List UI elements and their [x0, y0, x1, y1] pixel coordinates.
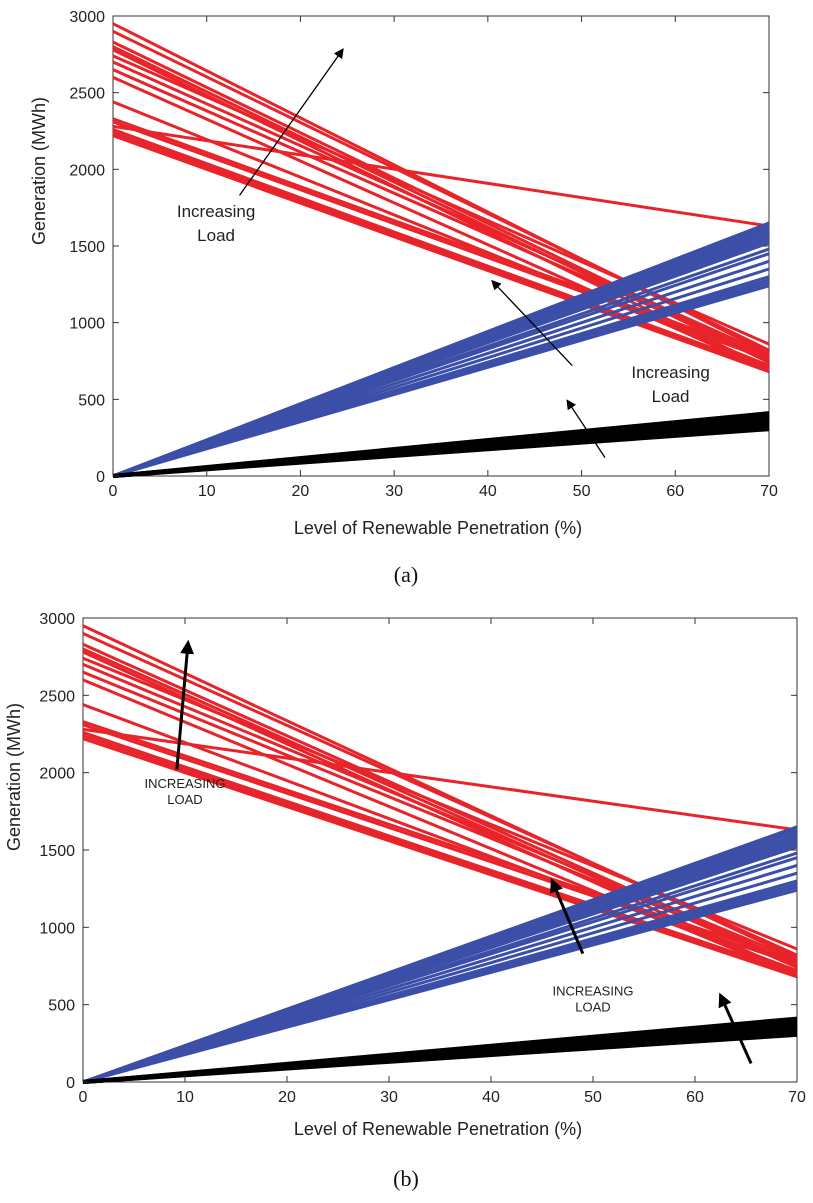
x-axis-label: Level of Renewable Penetration (%) — [294, 518, 582, 538]
annotation-text: Increasing — [177, 202, 255, 221]
red-line-12 — [112, 120, 770, 361]
series-black — [82, 1016, 798, 1084]
x-tick-label: 70 — [788, 1089, 806, 1106]
x-tick-label: 60 — [666, 483, 684, 500]
annotation-text: LOAD — [575, 999, 610, 1014]
increasing-load-arrow — [238, 48, 344, 196]
x-tick-label: 30 — [380, 1089, 398, 1106]
x-tick-label: 10 — [176, 1089, 194, 1106]
y-tick-label: 500 — [78, 392, 105, 409]
blue-line-16 — [82, 888, 798, 1084]
x-ticks: 0 10 20 30 40 50 60 70 — [109, 16, 778, 500]
y-tick-label: 3000 — [69, 9, 105, 26]
annotation-text: INCREASING — [145, 776, 226, 791]
y-ticks: 0 500 1000 1500 2000 2500 3000 — [69, 9, 769, 486]
y-ticks: 0 500 1000 1500 2000 2500 3000 — [39, 611, 797, 1092]
annotation-text: Increasing — [631, 363, 709, 382]
plot-area-a: 0 10 20 30 40 50 60 70 0 500 1000 1500 2000 2500 3000 I… — [69, 9, 778, 500]
x-tick-label: 0 — [109, 483, 118, 500]
x-tick-label: 60 — [686, 1089, 704, 1106]
x-tick-label: 40 — [479, 483, 497, 500]
y-tick-label: 3000 — [39, 611, 75, 628]
black-band — [113, 413, 769, 476]
blue-line-16 — [112, 284, 770, 478]
red-line-12 — [82, 723, 798, 966]
y-tick-label: 1500 — [69, 239, 105, 256]
red-line-7 — [82, 663, 798, 962]
series-blue — [82, 825, 798, 1084]
annotation-text: Load — [652, 387, 690, 406]
x-axis-label: Level of Renewable Penetration (%) — [294, 1119, 582, 1139]
y-tick-label: 0 — [96, 469, 105, 486]
series-black — [112, 411, 770, 478]
x-tick-label: 30 — [385, 483, 403, 500]
red-line-7 — [112, 60, 770, 357]
increasing-load-arrow — [175, 639, 195, 770]
increasing-load-arrow — [491, 279, 573, 367]
y-tick-label: 2500 — [39, 688, 75, 705]
annotation-text: Load — [197, 226, 235, 245]
y-tick-label: 1000 — [39, 920, 75, 937]
y-tick-label: 2000 — [69, 162, 105, 179]
x-tick-label: 0 — [79, 1089, 88, 1106]
annotation-text: LOAD — [167, 792, 202, 807]
y-tick-label: 2000 — [39, 766, 75, 783]
red-line-15 — [112, 131, 770, 372]
plot-frame — [112, 15, 770, 477]
red-line-14 — [112, 128, 770, 371]
y-tick-label: 0 — [66, 1075, 75, 1092]
series-red — [112, 22, 770, 374]
red-line-16 — [82, 737, 798, 979]
x-tick-label: 70 — [760, 483, 778, 500]
panel-caption: (b) — [393, 1166, 419, 1191]
y-tick-label: 1500 — [39, 843, 75, 860]
x-tick-label: 50 — [573, 483, 591, 500]
black-band — [83, 1018, 797, 1082]
chart-panel-a: 0 10 20 30 40 50 60 70 0 500 1000 1500 2000 2500 3000 I… — [29, 9, 778, 587]
y-axis-label: Generation (MWh) — [29, 97, 49, 245]
annotations: Increasing Load Increasing Load — [177, 48, 710, 458]
x-tick-label: 20 — [292, 483, 310, 500]
panel-caption: (a) — [394, 562, 418, 587]
red-line-10 — [82, 703, 798, 973]
plot-area-b: 0 10 20 30 40 50 60 70 0 500 1000 1500 2000 2500 3000 I… — [39, 611, 806, 1106]
red-line-10 — [112, 100, 770, 367]
red-line-11 — [82, 720, 798, 963]
series-blue — [112, 221, 770, 478]
plot-frame — [82, 617, 798, 1083]
red-line-16 — [112, 134, 770, 374]
red-line-15 — [82, 734, 798, 977]
increasing-load-arrow — [718, 992, 753, 1065]
chart-panel-b: 0 10 20 30 40 50 60 70 0 500 1000 1500 2000 2500 3000 I… — [4, 611, 806, 1191]
red-line-13 — [82, 727, 798, 832]
annotation-text: INCREASING — [553, 983, 634, 998]
x-ticks: 0 10 20 30 40 50 60 70 — [79, 618, 806, 1106]
increasing-load-arrow — [550, 878, 585, 955]
y-tick-label: 2500 — [69, 86, 105, 103]
red-line-14 — [82, 731, 798, 976]
x-tick-label: 20 — [278, 1089, 296, 1106]
y-tick-label: 1000 — [69, 316, 105, 333]
red-line-13 — [112, 124, 770, 228]
increasing-load-arrow — [566, 399, 606, 458]
x-tick-label: 10 — [198, 483, 216, 500]
y-tick-label: 500 — [48, 998, 75, 1015]
x-tick-label: 40 — [482, 1089, 500, 1106]
y-axis-label: Generation (MWh) — [4, 703, 24, 851]
x-tick-label: 50 — [584, 1089, 602, 1106]
